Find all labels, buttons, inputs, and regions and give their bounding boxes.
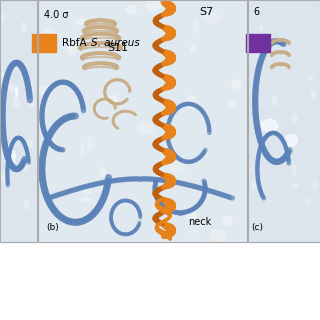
Ellipse shape: [68, 40, 76, 54]
Ellipse shape: [293, 165, 296, 174]
Ellipse shape: [0, 14, 4, 21]
Ellipse shape: [311, 91, 315, 98]
Ellipse shape: [16, 87, 18, 97]
Ellipse shape: [2, 132, 8, 138]
Ellipse shape: [37, 86, 52, 95]
Text: (b): (b): [46, 223, 59, 232]
Ellipse shape: [188, 229, 197, 233]
Text: RbfA: RbfA: [62, 38, 90, 48]
Ellipse shape: [8, 65, 15, 71]
Bar: [0, 0, 37, 242]
Ellipse shape: [292, 114, 298, 122]
Ellipse shape: [12, 62, 20, 67]
Ellipse shape: [1, 73, 5, 79]
Bar: [248, 0, 320, 242]
Ellipse shape: [105, 96, 118, 103]
Ellipse shape: [193, 19, 198, 33]
Bar: [38, 0, 247, 242]
Ellipse shape: [8, 85, 14, 92]
Ellipse shape: [81, 145, 84, 157]
Ellipse shape: [252, 182, 256, 189]
Ellipse shape: [204, 13, 220, 22]
Bar: [248, 0, 320, 242]
Ellipse shape: [28, 141, 33, 147]
Ellipse shape: [285, 134, 298, 146]
Ellipse shape: [24, 200, 28, 209]
Text: S11: S11: [107, 44, 128, 53]
Bar: [38, 0, 247, 242]
Ellipse shape: [273, 96, 276, 106]
Ellipse shape: [260, 25, 263, 30]
Ellipse shape: [308, 76, 312, 80]
Ellipse shape: [187, 96, 196, 108]
Ellipse shape: [232, 80, 241, 89]
Ellipse shape: [44, 29, 54, 38]
Ellipse shape: [186, 211, 196, 220]
Ellipse shape: [313, 181, 318, 189]
Ellipse shape: [160, 26, 175, 32]
Ellipse shape: [26, 81, 32, 92]
Ellipse shape: [83, 188, 92, 193]
Ellipse shape: [91, 26, 101, 39]
Bar: [246, 34, 270, 52]
Ellipse shape: [29, 97, 34, 108]
Ellipse shape: [13, 151, 15, 163]
Ellipse shape: [137, 124, 154, 134]
Ellipse shape: [126, 5, 137, 14]
Ellipse shape: [292, 183, 299, 188]
Ellipse shape: [79, 198, 91, 202]
Ellipse shape: [166, 101, 175, 108]
Ellipse shape: [22, 22, 26, 32]
Ellipse shape: [100, 168, 106, 176]
Bar: [0, 0, 37, 242]
Text: 6: 6: [254, 7, 260, 17]
Ellipse shape: [169, 162, 185, 172]
Ellipse shape: [157, 86, 170, 91]
Text: S. aureus: S. aureus: [91, 38, 140, 48]
Ellipse shape: [257, 119, 262, 123]
Ellipse shape: [88, 136, 92, 150]
Ellipse shape: [223, 216, 232, 225]
Ellipse shape: [75, 19, 86, 24]
Ellipse shape: [191, 45, 196, 53]
Ellipse shape: [21, 163, 28, 170]
Ellipse shape: [146, 1, 160, 11]
Text: (c): (c): [251, 223, 263, 232]
Ellipse shape: [210, 229, 225, 242]
Ellipse shape: [262, 119, 278, 132]
Ellipse shape: [113, 94, 116, 102]
Text: neck: neck: [188, 217, 212, 227]
Bar: [32, 34, 56, 52]
Ellipse shape: [228, 101, 236, 107]
Ellipse shape: [306, 199, 310, 204]
Ellipse shape: [13, 96, 20, 108]
Ellipse shape: [140, 177, 143, 182]
Text: S7: S7: [199, 7, 213, 17]
Text: 4.0 σ: 4.0 σ: [44, 10, 68, 20]
Ellipse shape: [255, 32, 259, 37]
Ellipse shape: [1, 173, 8, 183]
